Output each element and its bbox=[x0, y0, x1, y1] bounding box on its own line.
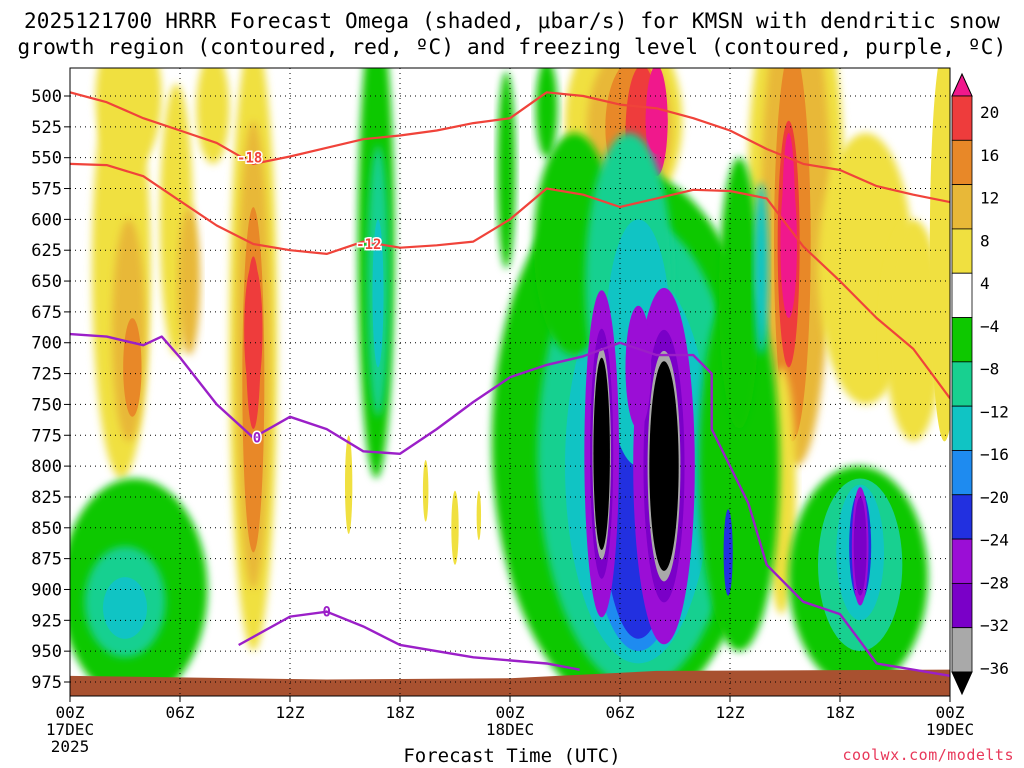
y-tick-525: 525 bbox=[31, 118, 62, 138]
y-tick-550: 550 bbox=[31, 149, 62, 169]
x-tick-42: 18Z bbox=[826, 703, 855, 722]
sink-spot-2 bbox=[422, 459, 429, 522]
colorbar-label-11: −28 bbox=[980, 573, 1009, 592]
colorbar-label-9: −20 bbox=[980, 488, 1009, 507]
x-tick-0: 00Z bbox=[56, 703, 85, 722]
colorbar-band-4 bbox=[951, 494, 973, 540]
y-tick-650: 650 bbox=[31, 272, 62, 292]
colorbar-label-8: −16 bbox=[980, 445, 1009, 464]
colorbar-band-5 bbox=[951, 450, 973, 496]
date-label-0: 17DEC bbox=[46, 720, 94, 739]
sink-col-g-shell-1 bbox=[884, 219, 943, 442]
rise-mid-left-shell-2 bbox=[372, 219, 384, 368]
y-tick-700: 700 bbox=[31, 334, 62, 354]
x-tick-12: 12Z bbox=[276, 703, 305, 722]
chart-title-line-2: growth region (contoured, red, ºC) and f… bbox=[17, 35, 1007, 59]
colorbar-label-6: −8 bbox=[980, 360, 999, 379]
contour-label-dgz_minus12-0: -12 bbox=[356, 237, 381, 253]
terrain-fill bbox=[70, 669, 950, 696]
rise-low-left-shell-2 bbox=[103, 577, 147, 639]
colorbar-label-4: 4 bbox=[980, 274, 990, 293]
colorbar-label-2: 12 bbox=[980, 189, 999, 208]
sinking-max-1 bbox=[244, 263, 263, 397]
colorbar-band-7 bbox=[951, 361, 973, 407]
colorbar-label-0: 20 bbox=[980, 103, 999, 122]
colorbar-band-8 bbox=[951, 317, 973, 363]
contour-dgz_minus18_upper bbox=[70, 91, 950, 204]
y-tick-725: 725 bbox=[31, 365, 62, 385]
rise-strip-1-shell-0 bbox=[497, 71, 516, 269]
y-tick-825: 825 bbox=[31, 488, 62, 508]
colorbar-label-1: 16 bbox=[980, 146, 999, 165]
sinking-max-2 bbox=[780, 170, 797, 319]
y-tick-775: 775 bbox=[31, 426, 62, 446]
colorbar-label-7: −12 bbox=[980, 402, 1009, 421]
colorbar-band-6 bbox=[951, 405, 973, 451]
updraft-side-core bbox=[723, 509, 733, 596]
colorbar-band-11 bbox=[951, 184, 973, 230]
credit-text[interactable]: coolwx.com/modelts bbox=[842, 746, 1014, 764]
updraft-core-3-ring-1 bbox=[853, 496, 867, 596]
contour-freezing-level-lower bbox=[238, 610, 580, 671]
sink-col-b-shell-1 bbox=[178, 207, 201, 356]
date-label-3: 19DEC bbox=[926, 720, 974, 739]
colorbar-label-5: −4 bbox=[980, 317, 999, 336]
y-tick-900: 900 bbox=[31, 580, 62, 600]
y-tick-975: 975 bbox=[31, 673, 62, 693]
colorbar-band-2 bbox=[951, 582, 973, 629]
colorbar-band-1 bbox=[951, 627, 973, 673]
x-axis-label: Forecast Time (UTC) bbox=[403, 745, 621, 767]
x-tick-36: 12Z bbox=[716, 703, 745, 722]
colorbar-label-12: −32 bbox=[980, 616, 1009, 635]
colorbar-cap-top bbox=[951, 72, 973, 97]
sink-col-a-shell-2 bbox=[123, 318, 142, 417]
sinking-max-3 bbox=[645, 87, 668, 154]
rise-right-shell-0 bbox=[698, 281, 780, 652]
y-tick-600: 600 bbox=[31, 210, 62, 230]
sink-col-g-shell-2 bbox=[929, 68, 950, 442]
contour-label-freezing_level-0: 0 bbox=[253, 431, 261, 447]
colorbar-cap-bottom bbox=[951, 671, 973, 696]
y-tick-575: 575 bbox=[31, 180, 62, 200]
chart-title-line-1: 2025121700 HRRR Forecast Omega (shaded, … bbox=[23, 9, 1001, 33]
colorbar-label-10: −24 bbox=[980, 531, 1009, 550]
rise-edge-shell-0 bbox=[719, 157, 760, 430]
x-tick-24: 00Z bbox=[496, 703, 525, 722]
x-tick-18: 18Z bbox=[386, 703, 415, 722]
sink-spot-4 bbox=[476, 490, 482, 541]
contour-label-dgz_minus18_upper-0: -18 bbox=[237, 151, 262, 167]
y-tick-750: 750 bbox=[31, 395, 62, 415]
colorbar-band-3 bbox=[951, 538, 973, 584]
rise-strip-2-shell-0 bbox=[535, 68, 558, 158]
colorbar-band-12 bbox=[951, 139, 973, 186]
y-tick-925: 925 bbox=[31, 611, 62, 631]
y-tick-875: 875 bbox=[31, 550, 62, 570]
contour-dgz_minus12 bbox=[70, 162, 950, 399]
y-tick-950: 950 bbox=[31, 642, 62, 662]
x-tick-6: 06Z bbox=[166, 703, 195, 722]
colorbar-band-10 bbox=[951, 228, 973, 274]
y-tick-800: 800 bbox=[31, 457, 62, 477]
contour-freezing_level bbox=[70, 332, 950, 677]
y-tick-675: 675 bbox=[31, 303, 62, 323]
x-tick-30: 06Z bbox=[606, 703, 635, 722]
date-label-2: 18DEC bbox=[486, 720, 534, 739]
y-tick-500: 500 bbox=[31, 87, 62, 107]
y-tick-850: 850 bbox=[31, 519, 62, 539]
colorbar-label-3: 8 bbox=[980, 231, 990, 250]
colorbar-band-9 bbox=[951, 272, 973, 318]
sink-col-d-shell-0 bbox=[95, 68, 162, 170]
x-tick-48: 00Z bbox=[936, 703, 965, 722]
rise-edge-shell-1 bbox=[753, 182, 769, 356]
updraft-black-1-ring-3 bbox=[593, 357, 610, 550]
y-tick-625: 625 bbox=[31, 241, 62, 261]
updraft-black-2-ring-3 bbox=[649, 361, 679, 571]
colorbar-band-13 bbox=[951, 95, 973, 141]
sink-spot-1 bbox=[345, 435, 353, 534]
colorbar-label-13: −36 bbox=[980, 659, 1009, 678]
date-label-1: 2025 bbox=[51, 737, 90, 756]
updraft-top-core bbox=[625, 305, 652, 430]
